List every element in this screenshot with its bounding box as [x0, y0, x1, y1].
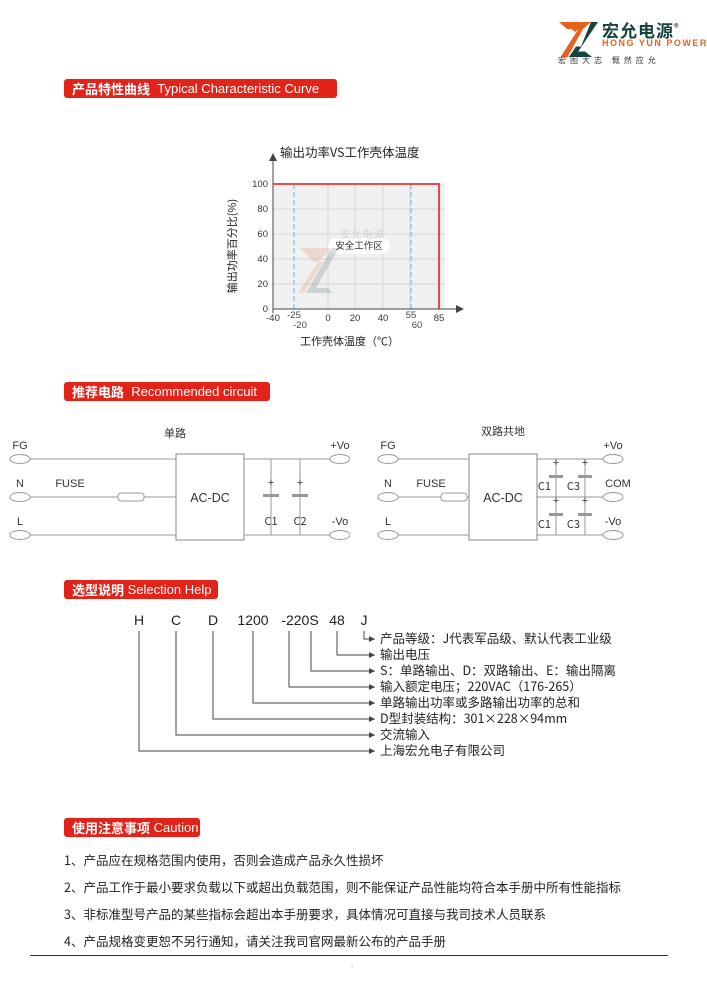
svg-text:60: 60	[257, 229, 268, 240]
svg-text:+: +	[553, 457, 559, 469]
svg-text:60: 60	[412, 320, 423, 331]
svg-text:85: 85	[434, 313, 445, 324]
svg-text:C1: C1	[538, 478, 551, 494]
svg-text:COM: COM	[605, 478, 631, 490]
svg-text:D: D	[208, 612, 218, 628]
svg-text:20: 20	[350, 313, 361, 324]
svg-text:L: L	[385, 516, 391, 528]
svg-text:+: +	[582, 457, 588, 469]
svg-text:N: N	[384, 478, 392, 490]
svg-text:+Vo: +Vo	[603, 440, 622, 452]
svg-text:48: 48	[329, 612, 345, 628]
svg-text:双路共地: 双路共地	[481, 425, 525, 439]
svg-text:H: H	[134, 612, 144, 628]
svg-text:+: +	[553, 495, 559, 507]
svg-text:-20: -20	[293, 320, 307, 331]
svg-text:FUSE: FUSE	[416, 478, 445, 490]
svg-text:C: C	[171, 612, 181, 628]
svg-text:C1: C1	[538, 516, 551, 532]
svg-text:C3: C3	[567, 478, 580, 494]
svg-text:1200: 1200	[237, 612, 268, 628]
svg-text:AC-DC: AC-DC	[483, 491, 523, 505]
svg-text:0: 0	[325, 313, 330, 324]
svg-text:FG: FG	[380, 440, 395, 452]
svg-text:C3: C3	[567, 516, 580, 532]
svg-text:-40: -40	[266, 313, 280, 324]
svg-text:20: 20	[257, 279, 268, 290]
svg-text:80: 80	[257, 204, 268, 215]
svg-text:J: J	[361, 612, 368, 628]
svg-text:+: +	[582, 495, 588, 507]
svg-text:上海宏允电子有限公司: 上海宏允电子有限公司	[380, 740, 505, 759]
svg-text:40: 40	[257, 254, 268, 265]
svg-text:安允电源: 安允电源	[340, 226, 384, 242]
svg-text:-Vo: -Vo	[605, 516, 622, 528]
svg-text:100: 100	[252, 179, 268, 190]
svg-text:-220S: -220S	[281, 612, 318, 628]
svg-text:40: 40	[378, 313, 389, 324]
